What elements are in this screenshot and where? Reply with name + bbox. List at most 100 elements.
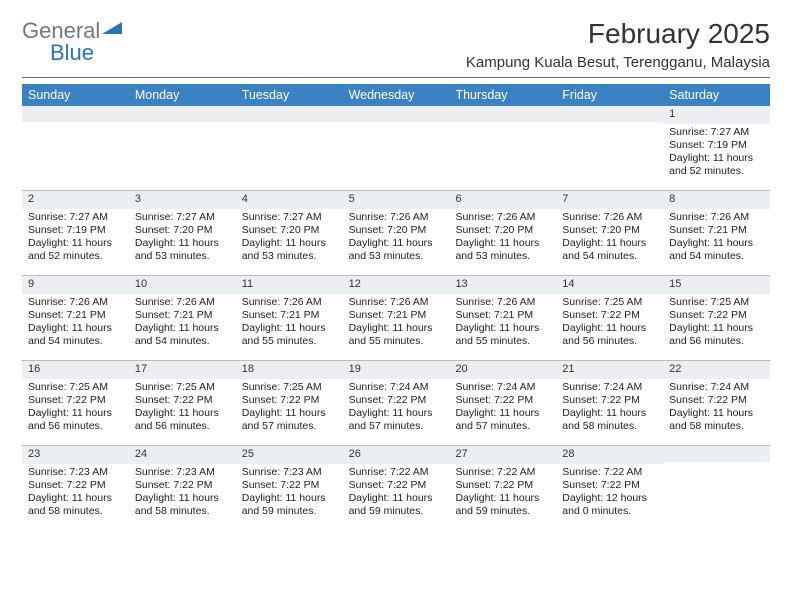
day-number: 5	[343, 191, 450, 209]
day-details: Sunrise: 7:26 AMSunset: 7:21 PMDaylight:…	[129, 294, 236, 353]
day-details: Sunrise: 7:27 AMSunset: 7:19 PMDaylight:…	[22, 209, 129, 268]
calendar-cell: 20Sunrise: 7:24 AMSunset: 7:22 PMDayligh…	[449, 361, 556, 445]
sunrise-line: Sunrise: 7:25 AM	[562, 296, 657, 309]
sunset-line: Sunset: 7:22 PM	[669, 309, 764, 322]
day-number: 17	[129, 361, 236, 379]
day-number: 11	[236, 276, 343, 294]
sunset-line: Sunset: 7:21 PM	[135, 309, 230, 322]
calendar-cell: 27Sunrise: 7:22 AMSunset: 7:22 PMDayligh…	[449, 446, 556, 530]
day-number: 26	[343, 446, 450, 464]
sunset-line: Sunset: 7:22 PM	[562, 479, 657, 492]
sunset-line: Sunset: 7:21 PM	[669, 224, 764, 237]
sunset-line: Sunset: 7:22 PM	[242, 394, 337, 407]
sunrise-line: Sunrise: 7:26 AM	[349, 296, 444, 309]
daylight-line: Daylight: 11 hours and 59 minutes.	[455, 492, 550, 518]
sunrise-line: Sunrise: 7:25 AM	[242, 381, 337, 394]
calendar-cell	[343, 106, 450, 190]
daylight-line: Daylight: 11 hours and 59 minutes.	[349, 492, 444, 518]
daylight-line: Daylight: 11 hours and 53 minutes.	[455, 237, 550, 263]
day-details: Sunrise: 7:24 AMSunset: 7:22 PMDaylight:…	[343, 379, 450, 438]
day-header-row: SundayMondayTuesdayWednesdayThursdayFrid…	[22, 84, 770, 106]
calendar-cell: 18Sunrise: 7:25 AMSunset: 7:22 PMDayligh…	[236, 361, 343, 445]
calendar: SundayMondayTuesdayWednesdayThursdayFrid…	[22, 84, 770, 530]
day-number: 14	[556, 276, 663, 294]
day-number: 7	[556, 191, 663, 209]
calendar-body: 1Sunrise: 7:27 AMSunset: 7:19 PMDaylight…	[22, 106, 770, 530]
daylight-line: Daylight: 11 hours and 53 minutes.	[349, 237, 444, 263]
daylight-line: Daylight: 11 hours and 54 minutes.	[28, 322, 123, 348]
sunset-line: Sunset: 7:22 PM	[455, 394, 550, 407]
sunset-line: Sunset: 7:20 PM	[455, 224, 550, 237]
day-number: 3	[129, 191, 236, 209]
calendar-cell: 21Sunrise: 7:24 AMSunset: 7:22 PMDayligh…	[556, 361, 663, 445]
sunrise-line: Sunrise: 7:22 AM	[562, 466, 657, 479]
calendar-cell: 22Sunrise: 7:24 AMSunset: 7:22 PMDayligh…	[663, 361, 770, 445]
day-number	[22, 106, 129, 122]
sunrise-line: Sunrise: 7:25 AM	[135, 381, 230, 394]
sunrise-line: Sunrise: 7:26 AM	[135, 296, 230, 309]
day-number: 25	[236, 446, 343, 464]
sunrise-line: Sunrise: 7:22 AM	[349, 466, 444, 479]
daylight-line: Daylight: 11 hours and 59 minutes.	[242, 492, 337, 518]
daylight-line: Daylight: 11 hours and 55 minutes.	[455, 322, 550, 348]
calendar-cell: 11Sunrise: 7:26 AMSunset: 7:21 PMDayligh…	[236, 276, 343, 360]
day-header-cell: Tuesday	[236, 84, 343, 106]
calendar-cell: 25Sunrise: 7:23 AMSunset: 7:22 PMDayligh…	[236, 446, 343, 530]
calendar-cell: 14Sunrise: 7:25 AMSunset: 7:22 PMDayligh…	[556, 276, 663, 360]
day-number: 23	[22, 446, 129, 464]
day-number: 18	[236, 361, 343, 379]
day-number: 9	[22, 276, 129, 294]
calendar-cell: 16Sunrise: 7:25 AMSunset: 7:22 PMDayligh…	[22, 361, 129, 445]
day-number: 4	[236, 191, 343, 209]
daylight-line: Daylight: 11 hours and 54 minutes.	[669, 237, 764, 263]
daylight-line: Daylight: 11 hours and 52 minutes.	[669, 152, 764, 178]
calendar-cell: 2Sunrise: 7:27 AMSunset: 7:19 PMDaylight…	[22, 191, 129, 275]
sunset-line: Sunset: 7:19 PM	[28, 224, 123, 237]
calendar-week: 1Sunrise: 7:27 AMSunset: 7:19 PMDaylight…	[22, 106, 770, 191]
day-details: Sunrise: 7:22 AMSunset: 7:22 PMDaylight:…	[449, 464, 556, 523]
calendar-cell	[129, 106, 236, 190]
day-number: 8	[663, 191, 770, 209]
day-number: 10	[129, 276, 236, 294]
day-number: 2	[22, 191, 129, 209]
day-header-cell: Friday	[556, 84, 663, 106]
sunrise-line: Sunrise: 7:24 AM	[455, 381, 550, 394]
sunrise-line: Sunrise: 7:27 AM	[669, 126, 764, 139]
sunset-line: Sunset: 7:20 PM	[562, 224, 657, 237]
logo-icon	[100, 18, 122, 44]
day-details: Sunrise: 7:26 AMSunset: 7:21 PMDaylight:…	[449, 294, 556, 353]
day-header-cell: Wednesday	[343, 84, 450, 106]
day-number: 15	[663, 276, 770, 294]
sunrise-line: Sunrise: 7:27 AM	[28, 211, 123, 224]
daylight-line: Daylight: 11 hours and 56 minutes.	[669, 322, 764, 348]
sunset-line: Sunset: 7:20 PM	[242, 224, 337, 237]
sunset-line: Sunset: 7:21 PM	[28, 309, 123, 322]
sunrise-line: Sunrise: 7:25 AM	[28, 381, 123, 394]
daylight-line: Daylight: 11 hours and 57 minutes.	[349, 407, 444, 433]
day-number: 1	[663, 106, 770, 124]
daylight-line: Daylight: 11 hours and 58 minutes.	[562, 407, 657, 433]
calendar-cell: 7Sunrise: 7:26 AMSunset: 7:20 PMDaylight…	[556, 191, 663, 275]
daylight-line: Daylight: 11 hours and 57 minutes.	[242, 407, 337, 433]
day-details: Sunrise: 7:25 AMSunset: 7:22 PMDaylight:…	[236, 379, 343, 438]
calendar-cell	[22, 106, 129, 190]
day-number	[343, 106, 450, 122]
daylight-line: Daylight: 11 hours and 53 minutes.	[135, 237, 230, 263]
sunrise-line: Sunrise: 7:27 AM	[242, 211, 337, 224]
sunrise-line: Sunrise: 7:26 AM	[242, 296, 337, 309]
calendar-cell: 28Sunrise: 7:22 AMSunset: 7:22 PMDayligh…	[556, 446, 663, 530]
day-details: Sunrise: 7:26 AMSunset: 7:21 PMDaylight:…	[236, 294, 343, 353]
sunrise-line: Sunrise: 7:27 AM	[135, 211, 230, 224]
calendar-cell	[556, 106, 663, 190]
sunset-line: Sunset: 7:22 PM	[28, 394, 123, 407]
day-number: 24	[129, 446, 236, 464]
sunrise-line: Sunrise: 7:24 AM	[669, 381, 764, 394]
day-details: Sunrise: 7:25 AMSunset: 7:22 PMDaylight:…	[663, 294, 770, 353]
day-details: Sunrise: 7:25 AMSunset: 7:22 PMDaylight:…	[129, 379, 236, 438]
day-number: 19	[343, 361, 450, 379]
day-details: Sunrise: 7:27 AMSunset: 7:20 PMDaylight:…	[236, 209, 343, 268]
month-title: February 2025	[466, 18, 770, 50]
day-details: Sunrise: 7:27 AMSunset: 7:19 PMDaylight:…	[663, 124, 770, 183]
calendar-cell: 9Sunrise: 7:26 AMSunset: 7:21 PMDaylight…	[22, 276, 129, 360]
day-details: Sunrise: 7:22 AMSunset: 7:22 PMDaylight:…	[556, 464, 663, 523]
